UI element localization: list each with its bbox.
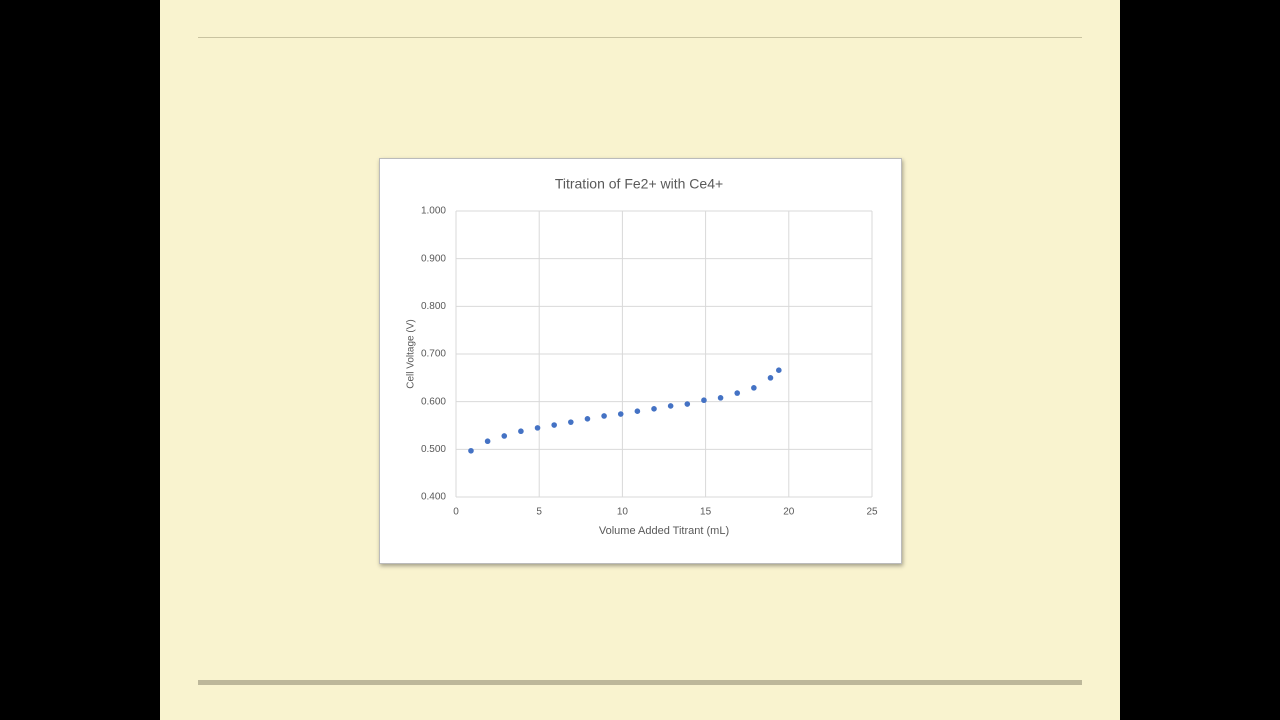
point — [751, 385, 757, 391]
y-tick-label: 0.400 — [421, 492, 446, 503]
y-tick-label: 0.600 — [421, 396, 446, 407]
y-axis-label: Cell Voltage (V) — [406, 319, 417, 388]
y-tick-label: 0.900 — [421, 253, 446, 264]
y-tick-label: 0.800 — [421, 301, 446, 312]
chart-title: Titration of Fe2+ with Ce4+ — [555, 176, 723, 192]
point — [684, 401, 691, 407]
top-rule — [198, 37, 1082, 38]
point — [534, 425, 541, 431]
point — [776, 367, 782, 374]
x-tick-label: 25 — [866, 507, 878, 518]
y-tick-label: 1.000 — [421, 206, 446, 217]
point — [468, 447, 474, 454]
y-tick-label: 0.500 — [421, 444, 446, 455]
point — [501, 433, 508, 439]
chart-card — [379, 158, 902, 564]
point — [484, 438, 491, 445]
point — [717, 395, 724, 401]
point — [584, 416, 591, 422]
x-tick-label: 5 — [536, 507, 542, 518]
point — [617, 411, 624, 417]
bottom-rule — [198, 680, 1082, 685]
point — [701, 397, 707, 404]
point — [601, 413, 607, 419]
point — [734, 390, 741, 396]
x-axis-label: Volume Added Titrant (mL) — [599, 525, 729, 537]
point — [551, 422, 557, 428]
point — [651, 406, 657, 412]
x-tick-label: 15 — [700, 507, 712, 518]
y-tick-label: 0.700 — [421, 349, 446, 360]
point — [568, 419, 574, 425]
point — [634, 408, 641, 415]
point — [518, 428, 524, 435]
point — [667, 403, 674, 409]
x-tick-label: 0 — [453, 507, 459, 518]
x-tick-label: 20 — [783, 507, 795, 518]
point — [767, 375, 774, 381]
x-tick-label: 10 — [617, 507, 629, 518]
